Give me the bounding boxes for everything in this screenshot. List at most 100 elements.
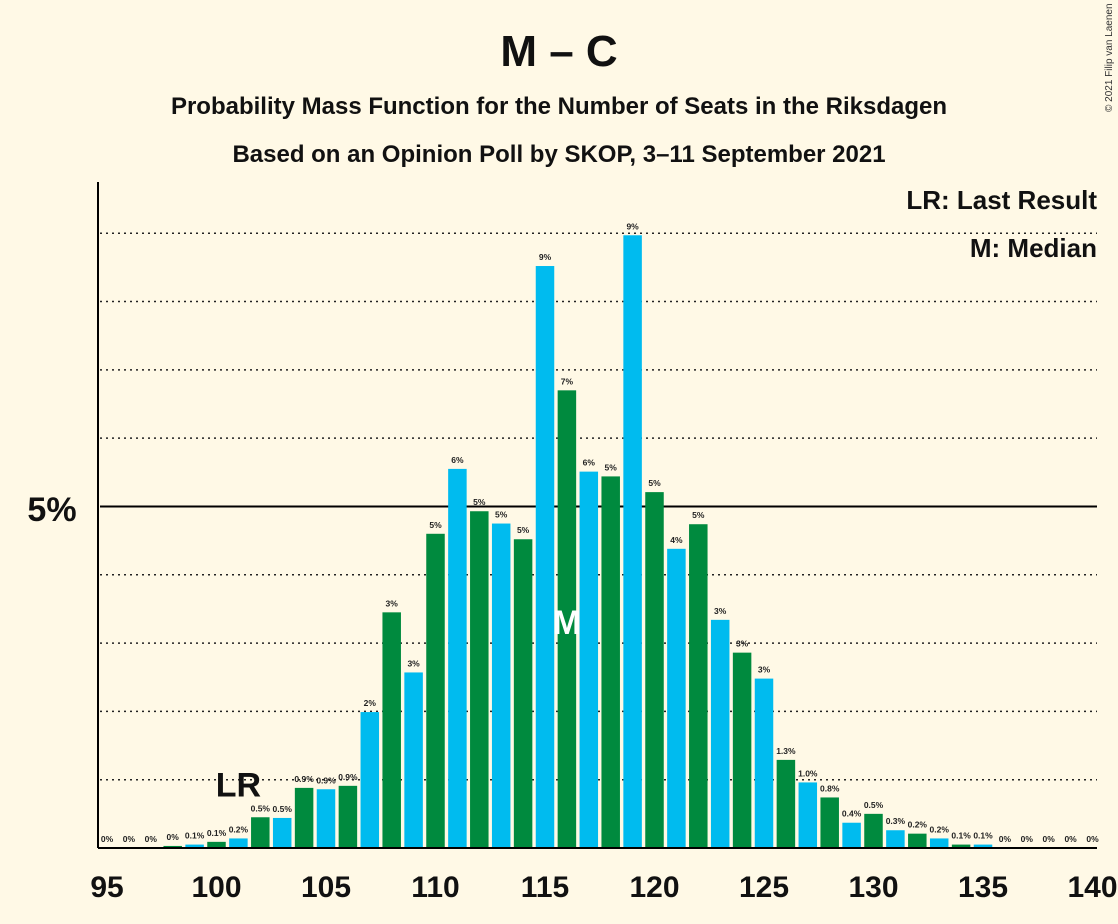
bar-label-seat-117: 7% <box>561 376 574 386</box>
bar-seat-123 <box>689 524 708 848</box>
bar-seat-116 <box>535 266 555 849</box>
bar-seat-110 <box>404 672 423 848</box>
bar-label-seat-111: 5% <box>429 520 442 530</box>
bar-label-seat-112: 6% <box>451 455 464 465</box>
gridlines <box>100 232 1097 781</box>
bar-seat-104 <box>272 817 292 848</box>
chart-subtitle-2: Based on an Opinion Poll by SKOP, 3–11 S… <box>232 141 885 168</box>
bar-label-seat-122: 4% <box>670 535 683 545</box>
bar-seat-133 <box>908 833 927 848</box>
bar-label-seat-99: 0% <box>167 832 180 842</box>
bar-label-seat-101: 0.1% <box>207 828 227 838</box>
x-tick-label-105: 105 <box>301 871 351 904</box>
bar-label-seat-106: 0.9% <box>316 775 336 785</box>
bar-label-seat-129: 0.8% <box>820 783 840 793</box>
bar-label-seat-135: 0.1% <box>951 831 971 841</box>
bar-label-seat-104: 0.5% <box>273 804 293 814</box>
bar-seat-118 <box>579 471 599 848</box>
x-tick-label-120: 120 <box>629 871 679 904</box>
bar-label-seat-134: 0.2% <box>930 824 950 834</box>
chart-subtitle-1: Probability Mass Function for the Number… <box>171 93 947 120</box>
bar-label-seat-132: 0.3% <box>886 816 906 826</box>
bar-label-seat-97: 0% <box>123 834 136 844</box>
bar-label-seat-102: 0.2% <box>229 824 249 834</box>
bar-seat-136 <box>973 844 993 848</box>
bar-label-seat-110: 3% <box>407 658 420 668</box>
bar-label-seat-136: 0.1% <box>973 831 993 841</box>
chart-title: M – C <box>500 27 617 76</box>
bar-seat-119 <box>601 476 620 848</box>
bar-label-seat-108: 2% <box>364 698 377 708</box>
bar-seat-111 <box>426 533 445 848</box>
bar-seat-100 <box>185 844 204 848</box>
bar-label-seat-96: 0% <box>101 834 114 844</box>
bar-label-seat-124: 3% <box>714 606 727 616</box>
axes: 5% <box>27 182 1097 849</box>
bar-label-seat-98: 0% <box>145 834 158 844</box>
bar-seat-132 <box>886 830 905 848</box>
legend-median: M: Median <box>970 233 1097 263</box>
bar-label-seat-140: 0% <box>1064 834 1077 844</box>
bar-label-seat-121: 5% <box>648 478 661 488</box>
legend-last-result: LR: Last Result <box>906 185 1097 215</box>
bar-label-seat-107: 0.9% <box>338 772 358 782</box>
bar-seat-107 <box>338 785 358 848</box>
bar-seat-126 <box>754 678 774 848</box>
bar-seat-105 <box>294 787 314 848</box>
x-tick-labels: 95 100 105 110 115 120 125 130 135 140 <box>90 871 1117 904</box>
bar-label-seat-113: 5% <box>473 497 486 507</box>
bar-seat-108 <box>360 712 380 848</box>
median-marker: M <box>553 604 581 642</box>
bar-label-seat-103: 0.5% <box>251 803 271 813</box>
bar-seat-131 <box>864 813 883 848</box>
bar-seat-101 <box>207 841 226 848</box>
bar-label-seat-119: 5% <box>605 462 618 472</box>
bar-label-seat-114: 5% <box>495 510 508 520</box>
bar-label-seat-126: 3% <box>758 665 771 675</box>
bar-label-seat-137: 0% <box>999 834 1012 844</box>
bar-seat-128 <box>798 782 818 848</box>
bar-seat-114 <box>491 523 511 848</box>
bar-label-seat-120: 9% <box>626 221 639 231</box>
bar-label-seat-127: 1.3% <box>776 746 796 756</box>
bar-seat-124 <box>710 619 730 848</box>
bar-label-seat-125: 3% <box>736 639 749 649</box>
bar-label-seat-138: 0% <box>1021 834 1034 844</box>
bar-seat-117 <box>557 390 577 848</box>
x-tick-label-115: 115 <box>521 871 569 904</box>
x-tick-label-100: 100 <box>191 871 241 904</box>
bar-label-seat-131: 0.5% <box>864 800 884 810</box>
bar-label-seat-128: 1.0% <box>798 768 818 778</box>
bar-labels: 0% 0% 0% 0% 0.1% 0.1% 0.2%0.5% 0.5%0.9% 0.9% 0.9%… <box>101 221 1099 844</box>
bar-seat-129 <box>820 797 839 848</box>
x-tick-label-95: 95 <box>90 871 123 904</box>
bar-seat-106 <box>316 789 336 848</box>
bar-seat-125 <box>732 652 752 848</box>
bar-seat-109 <box>382 612 401 848</box>
bar-label-seat-115: 5% <box>517 525 530 535</box>
bar-label-seat-116: 9% <box>539 252 552 262</box>
x-tick-label-125: 125 <box>739 871 789 904</box>
x-tick-label-135: 135 <box>958 871 1008 904</box>
bar-seat-102 <box>229 838 248 848</box>
x-tick-label-130: 130 <box>848 871 898 904</box>
bar-label-seat-118: 6% <box>583 458 596 468</box>
bar-seat-134 <box>929 838 949 848</box>
bar-seat-99 <box>163 845 182 848</box>
bar-seat-113 <box>470 511 489 848</box>
bar-seat-120 <box>623 235 642 848</box>
bar-label-seat-109: 3% <box>386 598 399 608</box>
bar-label-seat-105: 0.9% <box>294 774 314 784</box>
bars <box>163 235 993 849</box>
bar-seat-112 <box>448 468 467 848</box>
bar-seat-115 <box>513 539 533 848</box>
last-result-marker: LR <box>216 766 261 804</box>
x-tick-label-140: 140 <box>1067 871 1117 904</box>
y-tick-label-5pct: 5% <box>27 491 76 529</box>
bar-seat-121 <box>645 492 664 848</box>
bar-label-seat-130: 0.4% <box>842 809 862 819</box>
bar-seat-130 <box>842 822 861 848</box>
bar-seat-135 <box>951 844 971 848</box>
bar-label-seat-133: 0.2% <box>908 820 928 830</box>
